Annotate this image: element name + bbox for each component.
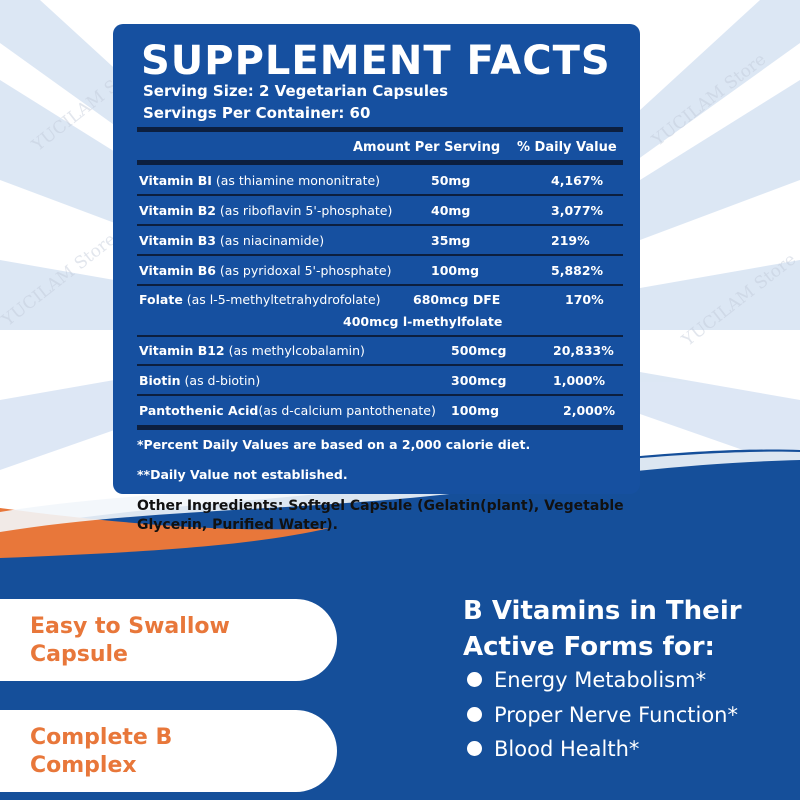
nutrient-dv: 170% <box>565 292 604 307</box>
nutrient-name: Folate <box>139 292 183 307</box>
benefits-heading: B Vitamins in Their Active Forms for: <box>463 593 742 665</box>
nutrient-name: Vitamin B3 <box>139 233 216 248</box>
footnote-not-established: **Daily Value not established. <box>137 467 348 482</box>
nutrient-amount: 100mg <box>431 263 480 278</box>
benefit-label: Blood Health* <box>494 737 640 761</box>
nutrient-dv: 1,000% <box>553 373 606 388</box>
feature-line: Easy to Swallow <box>30 614 230 639</box>
nutrient-detail: (as d-biotin) <box>180 373 261 388</box>
header-amount: Amount Per Serving <box>353 140 501 155</box>
nutrient-name: Vitamin BI <box>139 173 212 188</box>
feature-text: Easy to Swallow Capsule <box>30 613 230 669</box>
divider <box>137 254 623 256</box>
facts-title: SUPPLEMENT FACTS <box>141 38 611 84</box>
nutrient-amount: 500mcg <box>451 343 507 358</box>
other-ingredients: Other Ingredients: Softgel Capsule (Gela… <box>137 498 624 533</box>
nutrient-detail: (as d-calcium pantothenate) <box>258 403 436 418</box>
nutrient-dv: 3,077% <box>551 203 604 218</box>
divider <box>137 284 623 286</box>
nutrient-amount: 50mg <box>431 173 471 188</box>
header-daily-value: % Daily Value <box>517 140 617 155</box>
nutrient-row: Folate (as l-5-methyltetrahydrofolate) 6… <box>139 292 623 332</box>
nutrient-dv: 5,882% <box>551 263 604 278</box>
nutrient-dv: 2,000% <box>563 403 616 418</box>
bullet-icon <box>467 706 482 722</box>
feature-line: Complete B <box>30 725 173 750</box>
nutrient-dv: 20,833% <box>553 343 614 358</box>
nutrient-name: Vitamin B12 <box>139 343 225 358</box>
benefits-heading-line: Active Forms for: <box>463 632 715 662</box>
nutrient-amount: 300mcg <box>451 373 507 388</box>
divider-thick <box>137 127 623 132</box>
nutrient-amount: 35mg <box>431 233 471 248</box>
nutrient-name: Pantothenic Acid <box>139 403 259 418</box>
nutrient-detail: (as riboflavin 5'-phosphate) <box>215 203 393 218</box>
nutrient-dv: 4,167% <box>551 173 604 188</box>
divider <box>137 335 623 337</box>
nutrient-detail: (as thiamine mononitrate) <box>211 173 381 188</box>
feature-card-easy-swallow: Easy to Swallow Capsule <box>0 599 337 681</box>
nutrient-detail: (as niacinamide) <box>215 233 325 248</box>
divider <box>137 194 623 196</box>
nutrient-detail: (as pyridoxal 5'-phosphate) <box>215 263 392 278</box>
feature-line: Capsule <box>30 642 128 667</box>
bullet-icon <box>467 740 482 756</box>
nutrient-detail: (as methylcobalamin) <box>224 343 365 358</box>
nutrient-amount: 40mg <box>431 203 471 218</box>
benefit-item: Blood Health* <box>467 737 639 761</box>
benefit-item: Energy Metabolism* <box>467 668 706 692</box>
nutrient-name: Vitamin B6 <box>139 263 216 278</box>
benefits-heading-line: B Vitamins in Their <box>463 596 742 626</box>
benefit-label: Energy Metabolism* <box>494 668 707 692</box>
divider-thick <box>137 425 623 430</box>
nutrient-detail: (as l-5-methyltetrahydrofolate) <box>182 292 381 307</box>
feature-text: Complete B Complex <box>30 724 172 780</box>
feature-card-complete-b: Complete B Complex <box>0 710 337 792</box>
nutrient-amount: 680mcg DFE <box>413 292 501 307</box>
divider <box>137 364 623 366</box>
nutrient-amount-secondary: 400mcg l-methylfolate <box>343 314 503 329</box>
supplement-facts-panel: SUPPLEMENT FACTS Serving Size: 2 Vegetar… <box>113 24 640 494</box>
divider <box>137 224 623 226</box>
serving-size: Serving Size: 2 Vegetarian Capsules <box>143 82 449 100</box>
footnote-daily-values: *Percent Daily Values are based on a 2,0… <box>137 437 531 452</box>
nutrient-name: Biotin <box>139 373 181 388</box>
feature-line: Complex <box>30 753 137 778</box>
nutrient-amount: 100mg <box>451 403 500 418</box>
benefit-item: Proper Nerve Function* <box>467 703 738 727</box>
servings-per-container: Servings Per Container: 60 <box>143 104 371 122</box>
benefit-label: Proper Nerve Function* <box>494 703 738 727</box>
bullet-icon <box>467 671 482 687</box>
divider <box>137 394 623 396</box>
nutrient-name: Vitamin B2 <box>139 203 216 218</box>
divider-thick <box>137 160 623 165</box>
nutrient-dv: 219% <box>551 233 590 248</box>
